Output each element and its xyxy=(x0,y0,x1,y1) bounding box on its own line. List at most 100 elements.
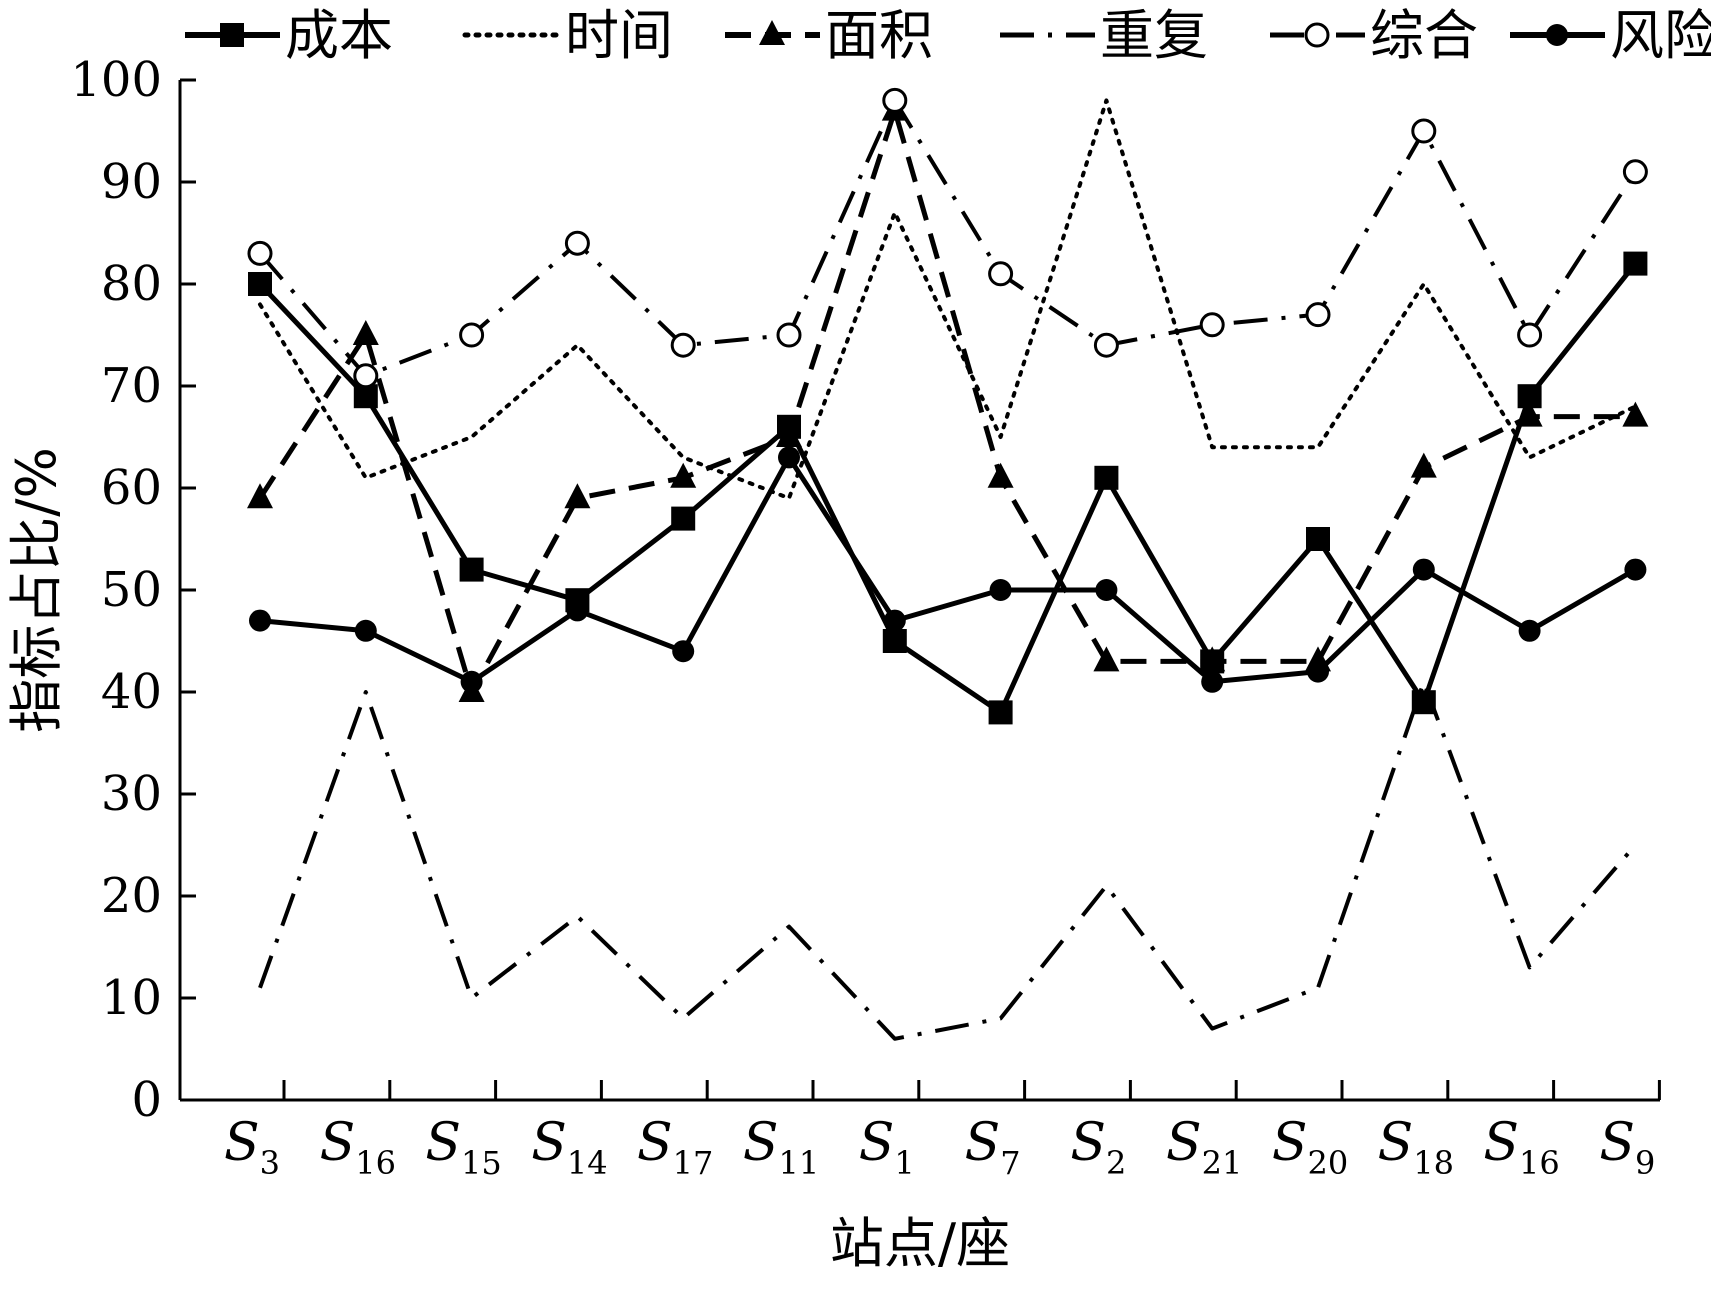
legend-item: 面积 xyxy=(725,4,933,67)
series-3 xyxy=(247,95,1649,702)
data-point xyxy=(249,609,271,632)
data-point xyxy=(1622,159,1648,185)
series-5 xyxy=(247,87,1648,389)
series-6 xyxy=(249,446,1647,693)
data-point xyxy=(460,670,483,693)
x-tick-label-main: S xyxy=(637,1113,673,1173)
legend-label: 风险 xyxy=(1610,4,1711,67)
data-point xyxy=(564,483,591,509)
x-tick-label-main: S xyxy=(743,1113,779,1173)
legend-item: 综合 xyxy=(1270,4,1478,67)
legend-item: 时间 xyxy=(462,4,673,67)
data-point xyxy=(1410,452,1437,478)
legend: 成本 时间 面积 重复 综合 风险 xyxy=(185,4,1711,67)
x-axis-title: 站点/座 xyxy=(830,1212,1010,1275)
data-point xyxy=(1199,646,1226,672)
data-point xyxy=(459,322,485,348)
data-point xyxy=(989,579,1012,601)
x-tick-label-sub: 9 xyxy=(1635,1144,1655,1182)
series-line xyxy=(257,108,1636,695)
data-point xyxy=(988,261,1014,287)
data-point xyxy=(1517,322,1543,348)
x-tick-label-sub: 11 xyxy=(778,1144,819,1182)
data-point xyxy=(1305,302,1331,328)
legend-label: 成本 xyxy=(285,4,393,67)
data-point xyxy=(1624,558,1647,581)
series-line xyxy=(258,262,1638,715)
x-tick-label: S18 xyxy=(1378,1113,1454,1182)
data-point xyxy=(459,557,484,582)
data-point xyxy=(776,422,802,447)
data-point xyxy=(1411,118,1437,144)
data-point xyxy=(670,462,697,488)
data-point xyxy=(671,506,696,531)
x-tick-label-main: S xyxy=(224,1113,260,1173)
x-tick-label: S1 xyxy=(859,1113,915,1182)
x-tick-label: S16 xyxy=(1483,1113,1559,1182)
data-point xyxy=(1093,646,1120,672)
x-tick-label-main: S xyxy=(320,1113,356,1173)
data-point xyxy=(987,462,1014,488)
x-tick-label-main: S xyxy=(1070,1113,1106,1173)
y-tick-label: 50 xyxy=(101,562,162,618)
x-tick-label-main: S xyxy=(965,1113,1001,1173)
x-axis: S3 S16 S15 S14 S17 S11 S1 S7 S2 S21 S20 S18 S16 S9 xyxy=(180,1080,1661,1182)
x-tick-label: S2 xyxy=(1070,1113,1126,1182)
data-point xyxy=(882,87,908,113)
y-tick-label: 80 xyxy=(101,256,162,312)
x-tick-label-sub: 17 xyxy=(673,1144,714,1182)
legend-marker xyxy=(220,23,244,47)
data-point xyxy=(1095,579,1118,601)
x-tick-label-sub: 7 xyxy=(1000,1144,1020,1182)
data-point xyxy=(352,320,379,345)
y-tick-label: 90 xyxy=(101,154,162,210)
data-point xyxy=(353,363,379,389)
data-point xyxy=(1306,527,1330,551)
data-point xyxy=(1622,401,1649,427)
x-tick-label-main: S xyxy=(1272,1113,1308,1173)
series-line xyxy=(258,679,1637,1041)
data-point xyxy=(1199,312,1225,338)
legend-marker xyxy=(759,20,785,45)
data-point xyxy=(988,700,1013,725)
x-tick-label-sub: 20 xyxy=(1307,1144,1348,1182)
data-point xyxy=(1307,660,1329,683)
y-tick-label: 40 xyxy=(101,664,162,720)
x-tick-label-sub: 18 xyxy=(1413,1144,1454,1182)
x-tick-label-main: S xyxy=(1166,1113,1202,1173)
series-line xyxy=(258,98,1638,501)
series-4 xyxy=(258,679,1637,1041)
series-2 xyxy=(258,98,1638,501)
x-tick-label-main: S xyxy=(425,1113,461,1173)
legend-marker xyxy=(1546,24,1568,46)
x-tick-label-sub: 15 xyxy=(461,1144,502,1182)
x-tick-label-main: S xyxy=(1378,1113,1414,1173)
y-tick-label: 30 xyxy=(101,766,162,822)
y-tick-label: 100 xyxy=(70,52,162,108)
data-point xyxy=(566,599,589,622)
x-tick-label: S3 xyxy=(224,1113,280,1182)
data-point xyxy=(672,640,695,663)
x-tick-label: S11 xyxy=(743,1113,819,1182)
y-axis: 0 10 20 30 40 50 60 70 80 90 100 xyxy=(70,52,196,1128)
data-point xyxy=(1093,332,1119,358)
data-point xyxy=(1623,251,1648,276)
y-axis-title: 指标占比/% xyxy=(5,447,68,733)
x-tick-label-main: S xyxy=(1599,1113,1635,1173)
series-line xyxy=(259,454,1637,685)
x-tick-label-main: S xyxy=(531,1113,567,1173)
x-tick-label-sub: 2 xyxy=(1106,1144,1126,1182)
x-tick-label-sub: 16 xyxy=(355,1144,396,1182)
x-tick-label: S7 xyxy=(965,1113,1021,1182)
data-point xyxy=(1412,558,1435,581)
x-tick-label: S15 xyxy=(425,1113,501,1182)
x-tick-label-sub: 16 xyxy=(1519,1144,1560,1182)
data-point xyxy=(1518,619,1541,642)
data-point xyxy=(670,332,696,358)
legend-label: 综合 xyxy=(1370,4,1478,67)
data-point xyxy=(354,619,377,642)
y-tick-label: 10 xyxy=(101,970,162,1026)
data-point xyxy=(1094,465,1119,490)
y-tick-label: 60 xyxy=(101,460,162,516)
